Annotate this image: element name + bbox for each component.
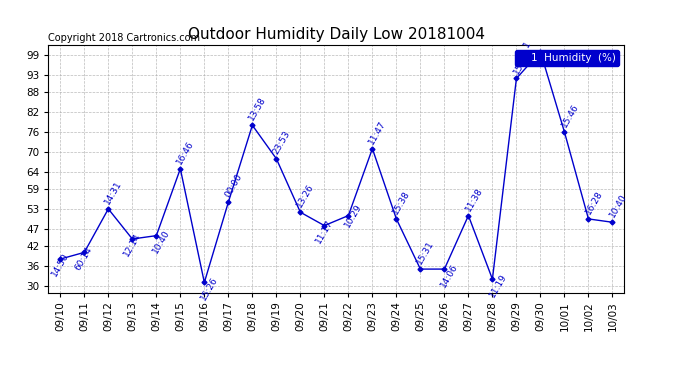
Text: 10:40: 10:40 (607, 193, 628, 219)
Text: 14:50: 14:50 (50, 252, 70, 279)
Text: 23:53: 23:53 (271, 129, 292, 156)
Text: 11:38: 11:38 (464, 186, 484, 213)
Text: 15:31: 15:31 (415, 239, 436, 266)
Text: Copyright 2018 Cartronics.com: Copyright 2018 Cartronics.com (48, 33, 200, 42)
Text: 14:31: 14:31 (104, 179, 124, 206)
Text: 11:19: 11:19 (487, 272, 508, 298)
Text: 15:32: 15:32 (511, 49, 532, 76)
Legend: 1  Humidity  (%): 1 Humidity (%) (515, 50, 619, 66)
Text: 13:58: 13:58 (247, 96, 268, 123)
Text: 10:40: 10:40 (151, 228, 172, 255)
Text: 00:00: 00:00 (224, 172, 244, 200)
Text: 60:14: 60:14 (74, 245, 95, 272)
Text: 15:46: 15:46 (560, 102, 580, 129)
Text: 15:26: 15:26 (199, 275, 220, 302)
Text: 1: 1 (522, 39, 532, 49)
Text: 11:47: 11:47 (367, 119, 388, 146)
Text: 16:46: 16:46 (175, 139, 196, 166)
Text: 12:14: 12:14 (121, 232, 142, 258)
Title: Outdoor Humidity Daily Low 20181004: Outdoor Humidity Daily Low 20181004 (188, 27, 485, 42)
Text: 15:38: 15:38 (391, 189, 412, 216)
Text: 14:06: 14:06 (440, 262, 460, 288)
Text: 13:26: 13:26 (295, 183, 316, 210)
Text: 16:28: 16:28 (584, 189, 604, 216)
Text: 11:17: 11:17 (314, 218, 335, 245)
Text: 10:29: 10:29 (344, 202, 364, 229)
